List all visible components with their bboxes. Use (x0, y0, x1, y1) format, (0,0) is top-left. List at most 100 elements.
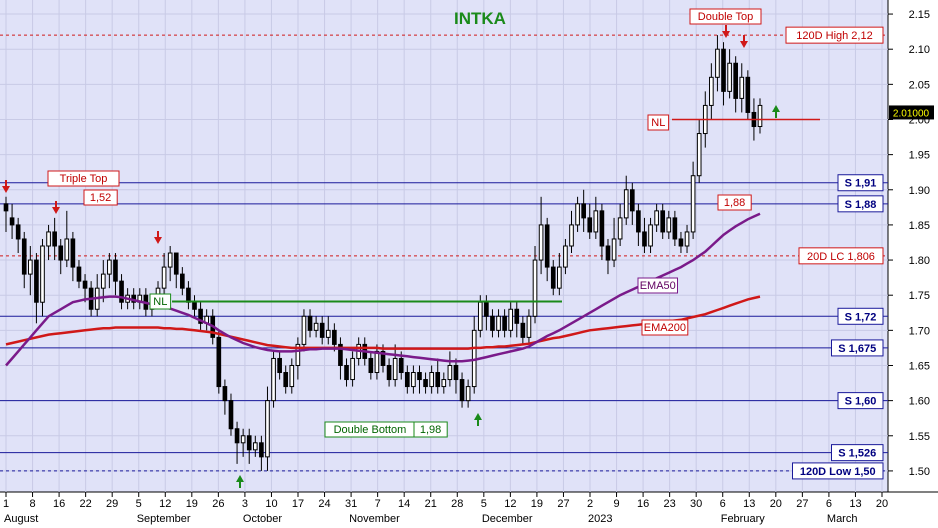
annotations: Double Top Triple Top 1,52 Double Bottom 1,9… (2, 8, 934, 488)
candle-body (307, 315, 313, 331)
candle-body (429, 372, 434, 388)
candle-body (642, 231, 647, 247)
candle-body (648, 224, 653, 247)
candle-body (465, 386, 471, 402)
candles (3, 35, 763, 471)
candle-body (380, 350, 386, 366)
candle-body (240, 435, 246, 444)
candle-body (107, 259, 112, 275)
candle-body (386, 364, 392, 381)
double-bottom-value: 1,98 (420, 424, 441, 436)
candle-body (520, 322, 526, 338)
level-label: 120D High 2,12 (796, 30, 872, 42)
candle-body (216, 336, 222, 388)
down-arrow-icon (52, 201, 60, 214)
y-tick-label: 2.15 (909, 9, 930, 21)
x-tick-label: 20 (770, 498, 782, 510)
candle-body (332, 329, 337, 345)
double-bottom-label: Double Bottom (334, 424, 407, 436)
candle-body (477, 301, 483, 331)
candle-body (745, 76, 751, 113)
level-label: S 1,60 (845, 396, 877, 408)
candle-body (459, 379, 465, 402)
candle-body (599, 210, 605, 247)
x-tick-label: 21 (425, 498, 437, 510)
x-tick-label: 12 (159, 498, 171, 510)
x-tick-label: 29 (106, 498, 118, 510)
candle-body (265, 400, 270, 458)
ema50-label-box (637, 277, 678, 294)
candle-body (64, 238, 70, 261)
candle-body (550, 266, 556, 289)
candle-body (3, 203, 9, 212)
candle-body (344, 364, 349, 381)
y-tick-label: 2.05 (909, 79, 930, 91)
x-tick-label: 7 (375, 498, 381, 510)
candle-body (15, 224, 21, 240)
plot-background (0, 0, 888, 492)
candle-body (666, 217, 672, 233)
candle-body (611, 238, 617, 261)
x-tick-label: 6 (826, 498, 832, 510)
candle-body (76, 266, 82, 282)
candle-body (575, 203, 580, 226)
y-tick-label: 1.85 (909, 220, 930, 232)
y-tick-label: 1.70 (909, 325, 930, 337)
candle-body (678, 238, 684, 247)
nl-top-label-box (647, 114, 670, 131)
x-tick-label: 14 (398, 498, 410, 510)
candle-body (40, 245, 45, 303)
x-tick-label: 31 (345, 498, 357, 510)
candle-body (398, 357, 404, 374)
y-tick-label: 1.60 (909, 396, 930, 408)
triple-top-value: 1,52 (90, 192, 111, 204)
candle-body (411, 372, 416, 388)
candle-body (319, 322, 325, 338)
candle-body (441, 379, 447, 388)
x-tick-label: 8 (29, 498, 35, 510)
date-axis-background (0, 492, 938, 528)
candle-body (259, 442, 264, 458)
month-label: December (482, 513, 533, 525)
grid (0, 0, 888, 492)
candle-body (587, 217, 593, 233)
x-tick-label: 1 (3, 498, 9, 510)
x-tick-label: 17 (292, 498, 304, 510)
y-tick-label: 1.65 (909, 360, 930, 372)
ema200-line (5, 295, 761, 350)
x-tick-label: 13 (849, 498, 861, 510)
x-tick-label: 23 (664, 498, 676, 510)
month-label: November (349, 513, 400, 525)
nl-bottom-label: NL (153, 296, 167, 308)
candle-body (228, 400, 234, 430)
candle-body (27, 259, 33, 275)
level-label: S 1,91 (845, 178, 877, 190)
candle-body (173, 252, 179, 275)
candle-body (502, 315, 507, 331)
candle-body (222, 386, 228, 402)
x-tick-label: 12 (504, 498, 516, 510)
level-label: 20D LC 1,806 (807, 251, 875, 263)
chart-title: INTKA (454, 9, 506, 28)
candle-body (709, 76, 714, 106)
level-label: S 1,88 (845, 199, 877, 211)
level-label-box (837, 195, 884, 213)
candle-body (696, 133, 702, 177)
level-label-box (831, 444, 884, 462)
candle-body (34, 259, 39, 303)
candle-body (532, 259, 538, 317)
level-label-box (785, 26, 884, 44)
value-188-label-box (717, 194, 752, 211)
candle-body (368, 357, 374, 374)
y-tick-label: 1.80 (909, 255, 930, 267)
candle-body (192, 301, 197, 310)
candle-body (119, 280, 124, 303)
price-axis-background (888, 0, 938, 492)
nl-bottom-label-box (149, 293, 172, 310)
candle-body (423, 379, 428, 388)
candle-body (715, 48, 720, 78)
level-label-box (792, 462, 884, 480)
candle-body (198, 308, 203, 324)
candle-body (82, 280, 88, 289)
